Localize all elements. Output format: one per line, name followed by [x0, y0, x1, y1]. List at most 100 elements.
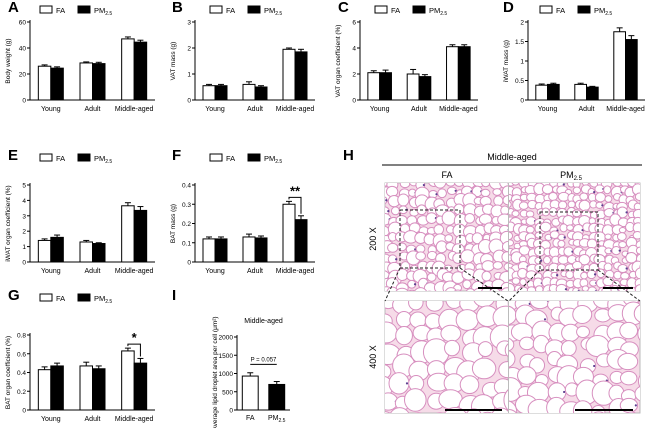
- category-label: Young: [41, 106, 61, 113]
- adipocyte: [604, 233, 612, 240]
- y-tick-label: 1: [22, 244, 26, 251]
- bar-fa: [121, 38, 135, 101]
- adipocytes: [385, 301, 509, 417]
- y-tick-label: 60: [19, 20, 27, 27]
- adipocyte: [557, 294, 565, 301]
- adipocyte: [444, 339, 461, 357]
- nucleus: [564, 288, 568, 291]
- panel-letter-B: B: [172, 0, 183, 16]
- bar-fa: [535, 84, 548, 101]
- legend-swatch-pm25: [247, 5, 261, 14]
- adipocyte: [580, 271, 589, 280]
- nucleus: [594, 290, 597, 291]
- chart-E: E 0 1 2 3 4 5 iWAT organ coefficient (%) Young Ad…: [5, 147, 155, 275]
- p-value-label: P = 0.057: [251, 357, 277, 363]
- histology-col-pm-sub: 2.5: [574, 176, 583, 182]
- bar-pm25: [268, 383, 286, 411]
- histology-title: Middle-aged: [487, 152, 537, 162]
- adipocyte: [385, 364, 392, 379]
- nucleus: [534, 295, 536, 297]
- nucleus: [563, 390, 566, 394]
- adipocyte: [492, 188, 502, 196]
- adipocyte: [605, 293, 613, 300]
- bar-fa: [574, 83, 587, 101]
- adipocyte: [621, 301, 640, 326]
- y-tick-label: 0.8: [17, 333, 26, 340]
- nucleus: [556, 274, 559, 277]
- y-tick-label: 2000: [219, 335, 234, 342]
- adipocyte: [395, 310, 413, 328]
- adipocyte: [617, 352, 639, 371]
- zoom-connector: [597, 269, 641, 302]
- nucleus: [641, 266, 643, 268]
- y-tick-label: 500: [222, 389, 233, 396]
- chart-C: C 0 2 4 6 VAT organ coefficient (%) Young Adult…: [335, 0, 478, 113]
- legend-label-pm25: PM2.5: [94, 294, 112, 305]
- adipocyte: [440, 324, 462, 343]
- panel-letter-H: H: [343, 147, 354, 164]
- adipocyte: [618, 227, 627, 234]
- y-tick-label: 0.4: [17, 370, 26, 377]
- adipocytes: [385, 183, 508, 291]
- y-tick-label: 0.2: [182, 221, 191, 228]
- panel-letter-I: I: [172, 287, 176, 304]
- panel-letter-E: E: [8, 147, 18, 164]
- category-label: Young: [370, 106, 390, 113]
- adipocyte: [453, 183, 465, 187]
- y-tick-label: 2: [187, 46, 191, 53]
- adipocyte: [517, 366, 537, 385]
- category-label: Adult: [247, 268, 263, 275]
- bar-pm25: [133, 41, 148, 101]
- legend-swatch-pm25: [77, 5, 91, 14]
- adipocyte: [571, 209, 582, 218]
- y-tick-label: 4: [22, 198, 26, 205]
- category-label: Adult: [579, 106, 595, 113]
- legend-label-pm25: PM2.5: [94, 6, 112, 17]
- bar-fa: [406, 73, 420, 101]
- y-tick-label: 6: [352, 20, 356, 27]
- bar-pm25: [254, 86, 268, 101]
- category-label: Young: [538, 106, 558, 113]
- adipocyte: [637, 326, 640, 341]
- nucleus: [625, 211, 628, 214]
- adipocyte: [390, 407, 410, 413]
- legend-swatch-fa: [39, 5, 53, 14]
- adipocyte: [535, 285, 544, 291]
- histology-col-pm: PM2.5: [560, 170, 583, 182]
- adipocyte: [385, 321, 398, 344]
- adipocyte: [619, 321, 639, 340]
- adipocyte: [641, 178, 648, 186]
- histology-row-400x: 400 X: [368, 345, 378, 369]
- nucleus: [507, 415, 509, 417]
- chart-D: D 0 0.5 1 1.5 2 iWAT mass (g) Young Adult Middle-…: [503, 0, 645, 113]
- adipocyte: [482, 411, 493, 413]
- nucleus: [385, 199, 388, 202]
- panel-letter-C: C: [338, 0, 349, 16]
- y-tick-label: 2: [22, 229, 26, 236]
- adipocyte: [526, 292, 536, 300]
- adipocyte: [603, 185, 612, 195]
- bar-fa: [242, 236, 256, 263]
- y-tick-label: 40: [19, 46, 27, 53]
- y-tick-label: 0: [352, 98, 356, 105]
- adipocyte: [477, 341, 493, 358]
- legend-label-fa: FA: [56, 154, 65, 163]
- bar-pm25: [92, 63, 106, 101]
- adipocytes: [509, 301, 650, 428]
- y-tick-label: 2: [520, 20, 524, 27]
- legend-label-fa: FA: [56, 6, 65, 15]
- adipocyte: [516, 415, 535, 428]
- zoom-indicators: [384, 209, 641, 302]
- chart-G: G 0 0.2 0.4 0.6 0.8 BAT organ coefficient (%) Y…: [5, 287, 155, 423]
- legend-label-pm25: PM2.5: [264, 154, 282, 165]
- adipocyte: [471, 357, 497, 380]
- category-label-pm-sub: 2.5: [279, 418, 286, 424]
- y-tick-label: 0: [22, 408, 26, 415]
- adipocyte: [385, 185, 399, 198]
- adipocyte: [642, 190, 648, 195]
- nucleus: [593, 364, 596, 368]
- y-axis-label: iWAT mass (g): [503, 40, 510, 82]
- adipocyte: [641, 357, 650, 372]
- adipocyte: [511, 183, 520, 186]
- adipocyte: [480, 188, 491, 198]
